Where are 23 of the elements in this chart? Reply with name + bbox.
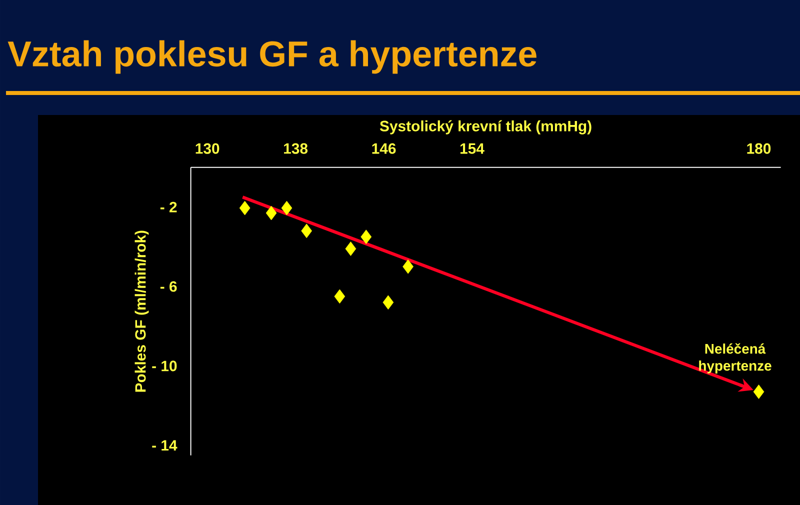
point <box>334 289 346 304</box>
point <box>360 230 372 244</box>
x-axis-title: Systolický krevní tlak (mmHg) <box>380 120 592 134</box>
point <box>266 206 277 220</box>
x-tick-label: 130 <box>196 143 220 154</box>
point <box>301 224 312 238</box>
y-tick-label: - 14 <box>152 440 178 451</box>
point <box>345 242 356 256</box>
annotation: Neléčená hypertenze <box>699 343 772 374</box>
x-tick-label: 180 <box>747 143 771 154</box>
x-tick-label: 146 <box>372 143 396 154</box>
point <box>239 200 250 216</box>
y-tick-label: - 6 <box>160 281 177 292</box>
chart-title: Vztah poklesu GF a hypertenze <box>8 40 536 74</box>
point <box>382 295 394 310</box>
y-tick-label: - 10 <box>152 360 177 372</box>
y-tick-label: - 2 <box>160 202 177 212</box>
y-axis-title: Pokles GF (ml/min/rok) <box>134 230 149 392</box>
x-tick-label: 138 <box>284 143 308 154</box>
point <box>402 259 414 274</box>
point <box>753 384 764 399</box>
point <box>281 200 292 216</box>
x-tick-label: 154 <box>460 143 484 154</box>
